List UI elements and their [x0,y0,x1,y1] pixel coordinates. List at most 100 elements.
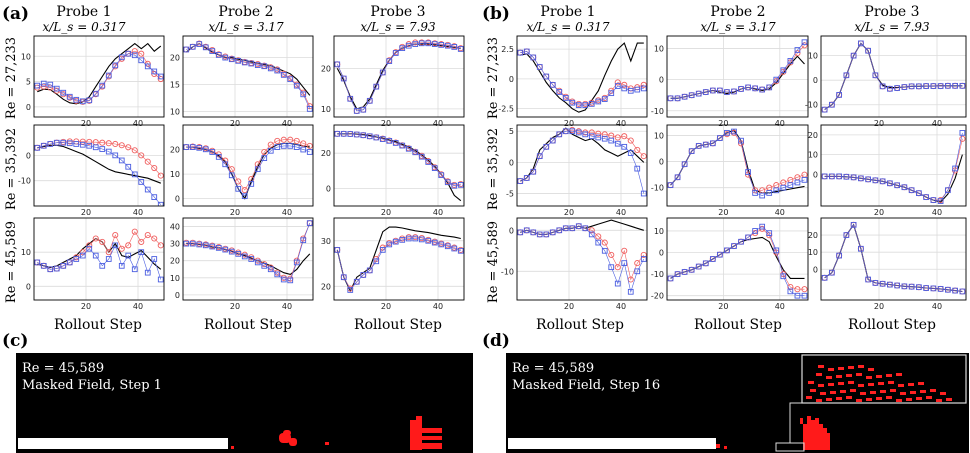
row-label: Re = 27,233 [486,37,501,119]
square-marker [627,288,634,295]
y-tick-label: -10 [651,107,664,116]
square-marker [425,159,432,165]
square-marker [40,142,47,149]
row-label: Re = 35,392 [4,128,19,210]
inset-dash [896,373,902,376]
x-tick-label: 20 [230,119,240,128]
square-marker [47,141,54,147]
circle-marker [241,186,248,194]
square-marker [99,262,106,269]
circle-marker [261,148,268,156]
circle-marker [131,48,138,55]
masked-region-blob [231,416,442,450]
square-marker [608,264,615,271]
square-marker [340,75,347,82]
y-tick-label: 5 [509,127,514,136]
square-marker [274,67,281,74]
circle-marker [222,157,229,164]
inset-dash [836,397,842,400]
x-tick-label: 20 [81,208,91,217]
inset-dash [900,392,906,395]
plot-area [667,128,808,199]
square-marker [293,82,300,89]
row-label: Re = 45,589 [4,221,19,303]
square-marker [766,190,773,196]
square-series-line [337,133,461,187]
circle-marker [40,83,47,90]
x-tick-label: 40 [133,119,143,128]
square-marker [582,131,589,138]
square-marker [850,221,857,228]
inset-dash [860,392,866,395]
subplot-b-r2-c2: 20 40 0 10 20 [808,217,967,311]
field-re-label: Re = 45,589 [22,361,104,376]
square-marker [112,152,119,159]
square-marker [280,72,287,78]
y-tick-label: -10 [651,270,664,279]
square-marker [901,84,908,90]
circle-marker [79,138,86,145]
inset-dash [908,383,914,386]
square-marker [392,238,399,245]
subplot-a-r2-c0: 20 40 0 10 [21,217,165,311]
square-marker [138,179,145,185]
y-tick-label: 0 [26,103,31,112]
circle-series-line [37,141,162,176]
x-axis-labels: Rollout Step Rollout Step Rollout Step R… [54,317,936,333]
y-tick-label: 10 [654,44,664,53]
square-marker [536,64,543,70]
y-tick-label: 10 [654,131,664,140]
plot-area [517,219,647,295]
x-tick-label: 20 [81,302,91,311]
square-marker [695,90,702,97]
square-marker [235,185,242,192]
square-marker [366,97,373,104]
x-tick-label: 40 [932,208,942,217]
square-marker [517,49,524,56]
square-series-line [186,145,310,197]
square-marker [293,259,300,266]
square-marker [118,157,125,164]
square-marker [695,263,702,270]
inset-dash [806,396,812,399]
square-marker [588,231,595,238]
square-series-line [670,226,805,297]
square-series-line [520,51,644,106]
circle-marker [287,136,294,143]
x-axis-label: Rollout Step [694,317,782,333]
inset-dash [870,391,876,394]
square-marker [937,286,944,292]
square-marker [759,223,766,230]
square-marker [112,62,119,69]
square-marker [353,108,360,114]
inset-dash [866,376,872,379]
circle-marker [588,227,595,234]
square-marker [438,42,445,48]
square-marker [829,269,835,276]
subplots: 20 40 0 5 10 20 40 10 15 20 20 40 10 20 20 40 -10 0 20 40 0 1… [18,35,967,311]
square-marker [530,54,537,61]
subplot-b-r0-c2: 20 40 -10 0 10 [805,35,967,128]
plot-area [334,130,464,202]
square-marker [47,266,54,273]
plot-area [183,40,313,112]
y-tick-label: 0 [175,291,180,300]
square-marker [523,175,530,181]
square-marker [836,92,842,98]
inset-dash [896,399,902,402]
inset-dash [866,398,872,401]
square-marker [850,52,857,59]
row-label: Re = 45,589 [486,221,501,303]
square-marker [556,131,563,138]
square-marker [431,165,438,171]
square-marker [306,220,313,226]
plot-area [34,42,164,105]
square-marker [235,251,242,257]
square-marker [183,144,190,150]
circle-series-line [186,222,311,279]
x-tick-label: 40 [616,119,626,128]
square-marker [53,265,60,272]
subplot-a-r0-c0: 20 40 0 5 10 [21,35,165,128]
inset-dash [818,365,824,368]
square-marker [780,273,787,280]
